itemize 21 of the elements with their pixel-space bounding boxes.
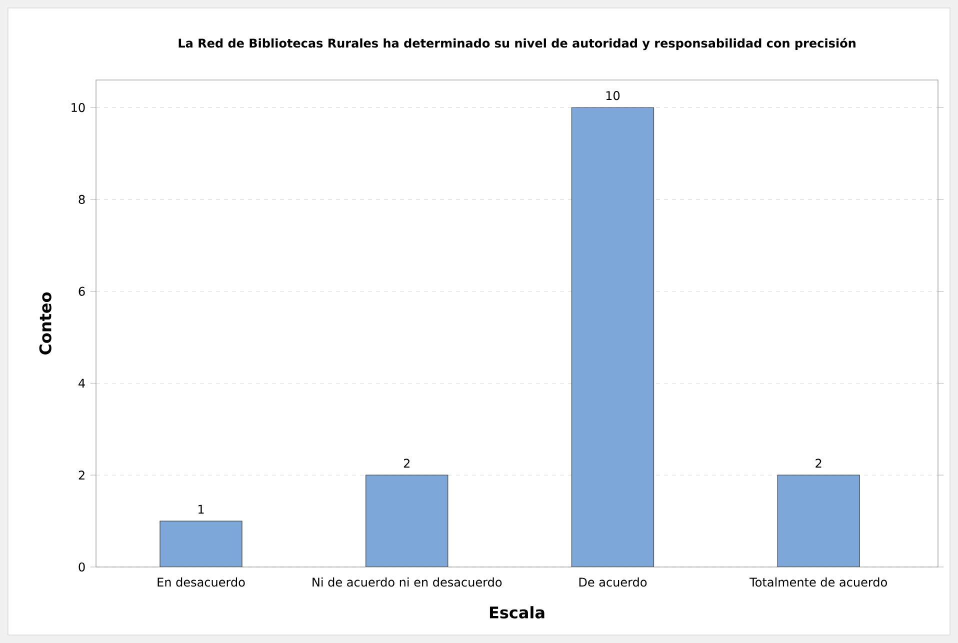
data-label: 1: [198, 504, 204, 514]
bar: [571, 107, 654, 567]
x-tick-label: Ni de acuerdo ni en desacuerdo: [312, 577, 502, 587]
x-tick-label: De acuerdo: [579, 577, 647, 587]
bar: [366, 474, 448, 567]
y-tick-label: 8: [78, 194, 85, 204]
bar: [160, 520, 242, 567]
bar: [777, 474, 860, 567]
x-tick-label: En desacuerdo: [158, 577, 245, 587]
x-tick-label: Totalmente de acuerdo: [750, 577, 887, 587]
y-tick-label: 4: [78, 378, 85, 388]
y-tick-label: 2: [78, 470, 84, 480]
data-label: 2: [404, 458, 410, 468]
x-axis-title: Escala: [490, 606, 544, 619]
data-label: 10: [606, 91, 620, 100]
data-label: 2: [816, 458, 822, 468]
y-axis-title: Conteo: [39, 292, 52, 355]
y-tick-label: 6: [78, 286, 85, 296]
y-tick-label: 10: [72, 103, 85, 112]
y-tick-label: 0: [78, 562, 85, 572]
chart-title: La Red de Bibliotecas Rurales ha determinado su nivel de autoridad y responsabilidad con precisión: [178, 38, 856, 50]
